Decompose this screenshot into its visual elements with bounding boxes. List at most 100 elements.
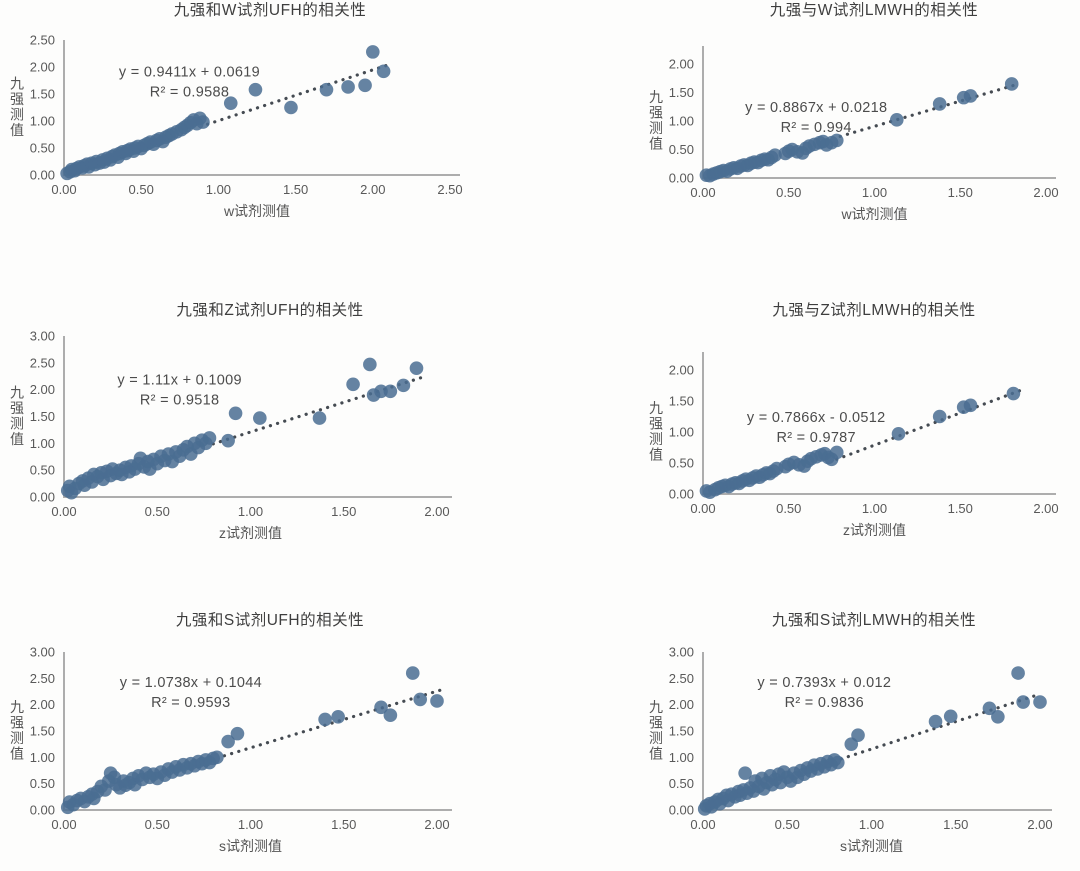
y-tick-label: 1.00 — [669, 425, 694, 440]
data-point — [253, 411, 267, 425]
data-point — [363, 357, 377, 372]
data-point — [851, 728, 865, 743]
y-tick-label: 0.50 — [30, 463, 55, 478]
data-point — [331, 709, 345, 724]
scatter-points — [699, 77, 1019, 183]
x-tick-label: 1.00 — [862, 185, 887, 200]
y-tick-label: 2.00 — [669, 57, 694, 72]
y-tick-label: 2.00 — [30, 697, 55, 712]
trendline — [211, 375, 426, 446]
y-tick-label: 0.00 — [30, 803, 55, 818]
x-tick-label: 0.50 — [776, 185, 801, 200]
y-tick-label: 0.00 — [30, 490, 55, 505]
data-point — [963, 89, 978, 103]
y-tick-label: 0.00 — [30, 168, 55, 183]
y-axis-title-char: 强 — [649, 415, 663, 431]
x-tick-label: 1.00 — [238, 817, 263, 832]
x-axis-title: w试剂测值 — [840, 206, 907, 222]
y-axis-title-char: 测 — [649, 730, 663, 746]
y-tick-label: 3.00 — [30, 645, 55, 660]
x-tick-label: 1.00 — [862, 501, 887, 516]
scatter-plot-s-ufh: 0.00 0.50 1.00 1.50 2.00 2.50 3.00 0.00 0.50 1.00… — [10, 645, 452, 854]
x-tick-label: 0.50 — [776, 501, 801, 516]
y-axis-title-char: 值 — [10, 745, 24, 761]
chart-z-lmwh: 九强与Z试剂LMWH的相关性 0.00 0.50 1.00 1.50 2.00 0.00 0… — [540, 300, 1080, 610]
chart-s-ufh: 九强和S试剂UFH的相关性 0.00 0.50 1.00 1.50 2.00 2.50 3.… — [0, 610, 540, 871]
r-squared: R² = 0.9518 — [140, 392, 219, 408]
x-tick-label: 0.50 — [129, 182, 154, 197]
y-tick-label: 1.00 — [30, 114, 55, 129]
x-tick-label: 1.50 — [948, 501, 973, 516]
x-tick-label: 2.00 — [1033, 501, 1058, 516]
trendline — [205, 63, 390, 126]
trendline — [222, 686, 448, 758]
y-tick-label: 2.50 — [30, 671, 55, 686]
trendline — [838, 82, 1021, 138]
y-tick-label: 0.50 — [30, 776, 55, 791]
r-squared: R² = 0.994 — [781, 120, 852, 136]
chart-s-lmwh: 九强和S试剂LMWH的相关性 0.00 0.50 1.00 1.50 2.00 2.50 3… — [540, 610, 1080, 871]
data-point — [1016, 695, 1030, 709]
data-point — [1006, 386, 1021, 401]
y-axis-title-char: 测 — [10, 730, 24, 746]
r-squared: R² = 0.9836 — [785, 695, 864, 711]
y-tick-label: 0.00 — [669, 803, 694, 818]
chart-title: 九强与W试剂LMWH的相关性 — [769, 2, 979, 19]
scatter-plot-w-ufh: 0.00 0.50 1.00 1.50 2.00 2.50 0.00 0.50 1.00 1.50… — [10, 33, 463, 220]
y-axis-title-char: 强 — [10, 91, 24, 107]
y-tick-label: 2.00 — [30, 60, 55, 75]
chart-title: 九强和S试剂UFH的相关性 — [175, 612, 365, 629]
y-axis-title-char: 强 — [10, 400, 24, 416]
x-tick-label: 0.50 — [145, 817, 170, 832]
trendline — [835, 388, 1024, 461]
data-point — [383, 384, 398, 399]
trend-equation: y = 0.8867x + 0.0218 — [745, 100, 887, 116]
x-tick-label: 2.00 — [360, 182, 385, 197]
data-point — [430, 694, 444, 708]
data-point — [374, 700, 388, 715]
x-tick-label: 0.00 — [690, 817, 715, 832]
y-axis-title-char: 测 — [649, 431, 663, 447]
r-squared: R² = 0.9787 — [776, 430, 855, 446]
data-point — [405, 666, 420, 680]
data-point — [221, 734, 235, 749]
y-tick-label: 1.50 — [669, 85, 694, 100]
trend-equation: y = 0.7866x - 0.0512 — [747, 410, 886, 426]
y-tick-label: 2.50 — [30, 33, 55, 48]
x-tick-label: 2.00 — [424, 504, 449, 519]
x-axis-title: s试剂测值 — [840, 838, 903, 854]
data-point — [223, 96, 238, 110]
y-axis-title-char: 测 — [649, 120, 663, 136]
y-tick-label: 3.00 — [669, 645, 694, 660]
x-tick-label: 0.00 — [51, 182, 76, 197]
x-tick-label: 2.00 — [424, 817, 449, 832]
y-tick-label: 2.50 — [669, 671, 694, 686]
y-tick-label: 3.00 — [30, 329, 55, 344]
y-axis-title-char: 强 — [10, 714, 24, 730]
data-point — [932, 409, 947, 424]
data-point — [738, 766, 752, 780]
data-point — [1011, 666, 1025, 680]
x-tick-label: 1.00 — [238, 504, 263, 519]
r-squared: R² = 0.9588 — [150, 84, 229, 100]
data-point — [228, 406, 243, 421]
x-tick-label: 1.50 — [283, 182, 308, 197]
data-point — [932, 97, 947, 111]
x-axis-title: s试剂测值 — [219, 838, 282, 854]
y-tick-label: 1.00 — [30, 436, 55, 451]
y-tick-label: 2.00 — [669, 363, 694, 378]
data-point — [982, 701, 997, 716]
trendline — [839, 692, 1042, 761]
data-point — [891, 427, 906, 441]
y-axis-title-char: 九 — [649, 699, 663, 715]
scatter-points — [697, 666, 1047, 816]
y-tick-label: 1.00 — [669, 750, 694, 765]
y-axis-title-char: 九 — [649, 89, 663, 105]
y-axis-title-char: 值 — [10, 431, 24, 447]
scatter-plot-z-lmwh: 0.00 0.50 1.00 1.50 2.00 0.00 0.50 1.00 1.50 2.00… — [649, 352, 1059, 538]
y-tick-label: 1.50 — [669, 724, 694, 739]
data-point — [1033, 695, 1047, 709]
y-axis-title-char: 强 — [649, 714, 663, 730]
x-tick-label: 1.50 — [331, 504, 356, 519]
y-axis-title-char: 值 — [649, 745, 663, 761]
